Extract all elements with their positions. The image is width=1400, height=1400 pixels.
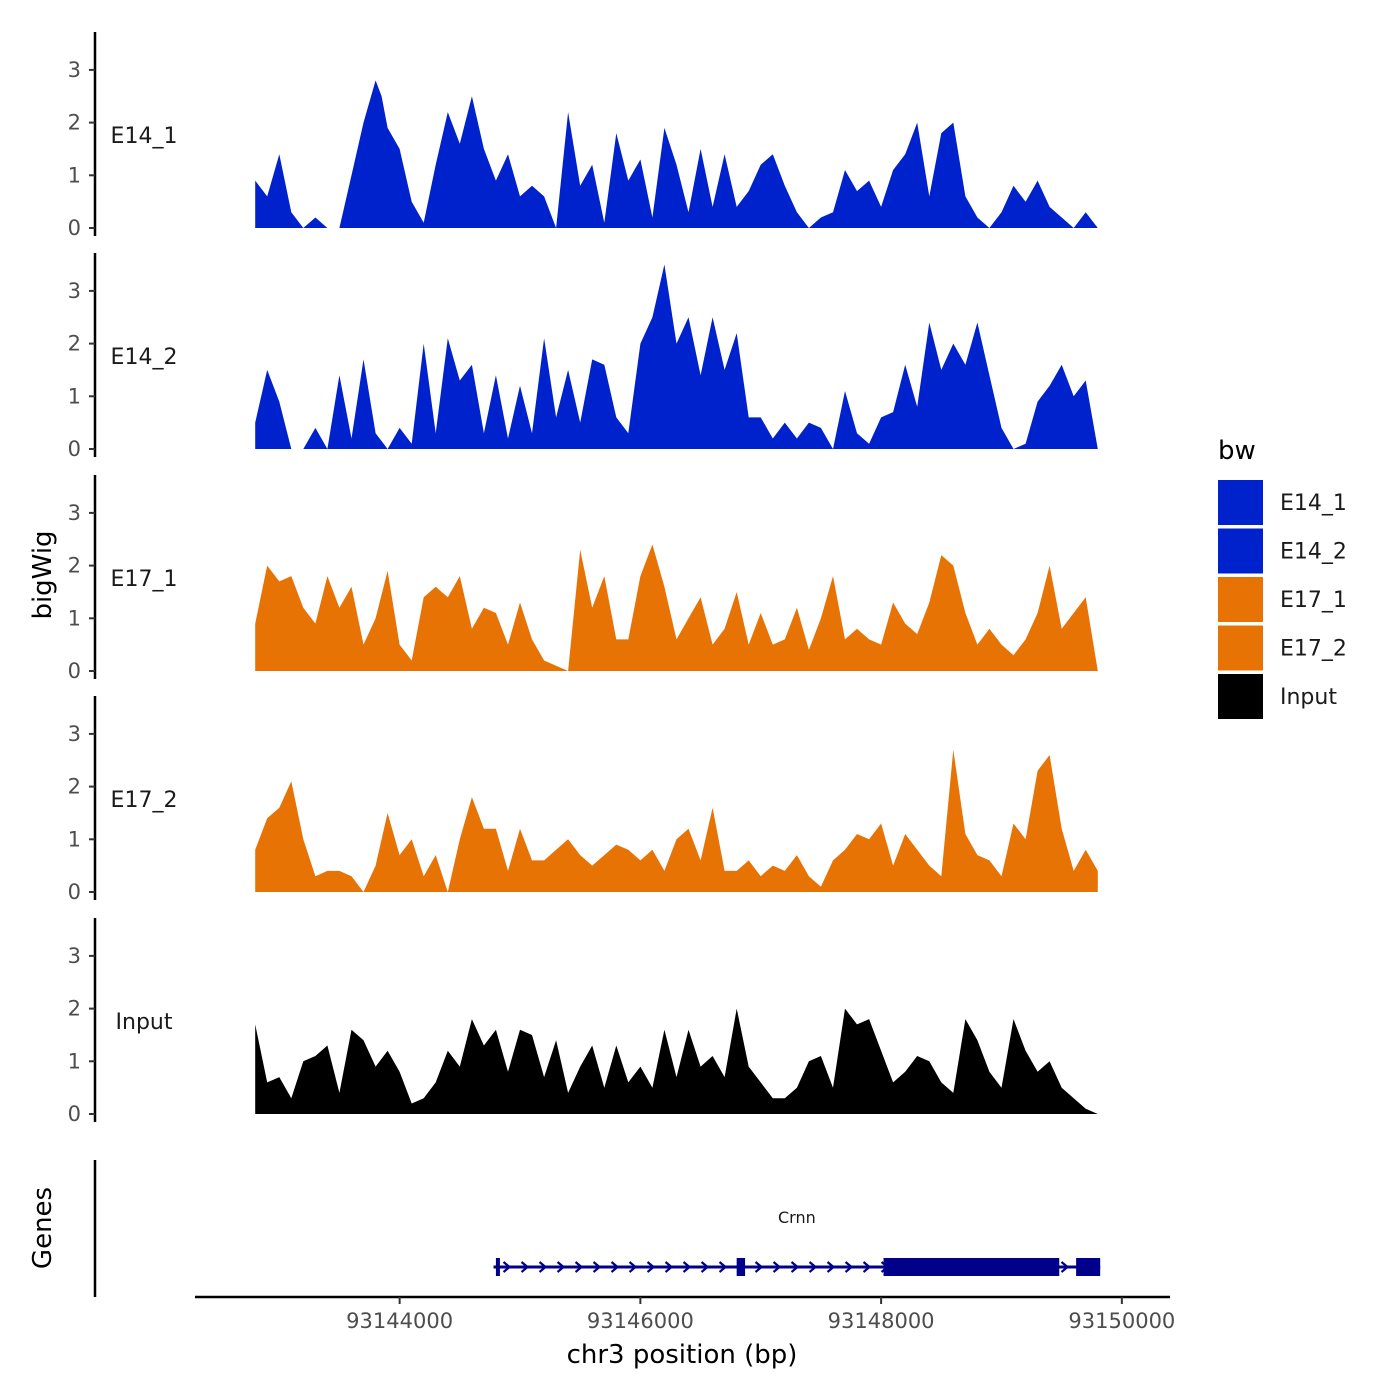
- y-axis-title: bigWig: [28, 530, 58, 619]
- legend-swatch: [1218, 625, 1263, 671]
- strand-arrow: [664, 1261, 674, 1273]
- gene-track: Crnn: [93, 1160, 1101, 1297]
- y-tick-label: 1: [68, 606, 81, 630]
- y-tick-label: 0: [68, 1102, 81, 1126]
- strand-arrow: [808, 1261, 818, 1273]
- strand-arrow: [772, 1261, 782, 1273]
- strand-arrow: [844, 1261, 854, 1273]
- strand-arrow: [1060, 1261, 1070, 1273]
- x-axis: 93144000 93146000 93148000 93150000: [195, 1295, 1175, 1333]
- y-tick-label: 0: [68, 437, 81, 461]
- strand-arrow: [592, 1261, 602, 1273]
- strand-arrow: [538, 1261, 548, 1273]
- legend-swatch: [1218, 674, 1263, 719]
- gene-exon: [883, 1258, 1060, 1276]
- coverage-area-e17-2: [255, 749, 1098, 892]
- y-tick-label: 1: [68, 384, 81, 408]
- legend-label: E14_1: [1280, 491, 1347, 516]
- legend-label: Input: [1280, 685, 1337, 710]
- y-tick-label: 0: [68, 216, 81, 240]
- track-label: E14_1: [111, 124, 178, 149]
- x-tick-label: 93148000: [828, 1309, 935, 1333]
- y-tick-label: 3: [68, 944, 81, 968]
- y-tick-label: 1: [68, 1049, 81, 1073]
- strand-arrow: [520, 1261, 530, 1273]
- y-tick-label: 3: [68, 279, 81, 303]
- legend-label: E17_1: [1280, 588, 1347, 613]
- y-tick-label: 0: [68, 880, 81, 904]
- x-tick-label: 93144000: [346, 1309, 453, 1333]
- strand-arrow: [610, 1261, 620, 1273]
- tracks-layer: 0 1 2 3 E14_1 0 1 2 3 E14_2 0 1 2 3 E17_1 0 1 2 3 E17_2 0 1 2 3…: [68, 32, 1098, 1126]
- strand-arrow: [682, 1261, 692, 1273]
- track-label: E14_2: [111, 345, 178, 370]
- strand-arrow: [826, 1261, 836, 1273]
- y-tick-label: 1: [68, 163, 81, 187]
- legend-swatch: [1218, 480, 1263, 525]
- legend-title: bw: [1218, 436, 1256, 466]
- coverage-area-e14-1: [255, 80, 1098, 229]
- strand-arrow: [790, 1261, 800, 1273]
- track-label: Input: [116, 1010, 173, 1035]
- gene-exon: [736, 1258, 746, 1276]
- y-tick-label: 1: [68, 827, 81, 851]
- x-axis-title: chr3 position (bp): [567, 1340, 798, 1370]
- y-tick-label: 2: [68, 554, 81, 578]
- gene-name-label: Crnn: [778, 1208, 816, 1227]
- track-e14-2: 0 1 2 3 E14_2: [68, 253, 1098, 461]
- gene-exon: [1076, 1258, 1101, 1276]
- y-tick-label: 2: [68, 332, 81, 356]
- strand-arrow: [754, 1261, 764, 1273]
- y-tick-label: 3: [68, 58, 81, 82]
- x-tick-label: 93150000: [1068, 1309, 1175, 1333]
- x-tick-label: 93146000: [587, 1309, 694, 1333]
- y-tick-label: 2: [68, 775, 81, 799]
- legend-label: E17_2: [1280, 637, 1347, 662]
- coverage-area-input: [255, 1008, 1098, 1114]
- legend-swatch: [1218, 577, 1263, 622]
- y-tick-label: 3: [68, 501, 81, 525]
- track-input: 0 1 2 3 Input: [68, 918, 1098, 1126]
- legend-label: E14_2: [1280, 540, 1347, 565]
- strand-arrow: [718, 1261, 728, 1273]
- legend: bw E14_1 E14_2 E17_1 E17_2 Input: [1218, 436, 1347, 719]
- track-e14-1: 0 1 2 3 E14_1: [68, 32, 1098, 240]
- track-e17-2: 0 1 2 3 E17_2: [68, 696, 1098, 904]
- gene-exon: [495, 1258, 500, 1276]
- track-label: E17_2: [111, 788, 178, 813]
- gene-track-title: Genes: [28, 1187, 58, 1269]
- strand-arrow: [862, 1261, 872, 1273]
- strand-arrow: [646, 1261, 656, 1273]
- track-e17-1: 0 1 2 3 E17_1: [68, 475, 1098, 683]
- y-tick-label: 2: [68, 997, 81, 1021]
- coverage-area-e14-2: [255, 264, 1098, 449]
- strand-arrow: [574, 1261, 584, 1273]
- strand-arrow: [700, 1261, 710, 1273]
- legend-swatch: [1218, 528, 1263, 574]
- y-tick-label: 0: [68, 659, 81, 683]
- strand-arrow: [628, 1261, 638, 1273]
- strand-arrow: [556, 1261, 566, 1273]
- y-tick-label: 2: [68, 111, 81, 135]
- coverage-area-e17-1: [255, 544, 1098, 671]
- track-label: E17_1: [111, 567, 178, 592]
- y-tick-label: 3: [68, 722, 81, 746]
- strand-arrow: [502, 1261, 512, 1273]
